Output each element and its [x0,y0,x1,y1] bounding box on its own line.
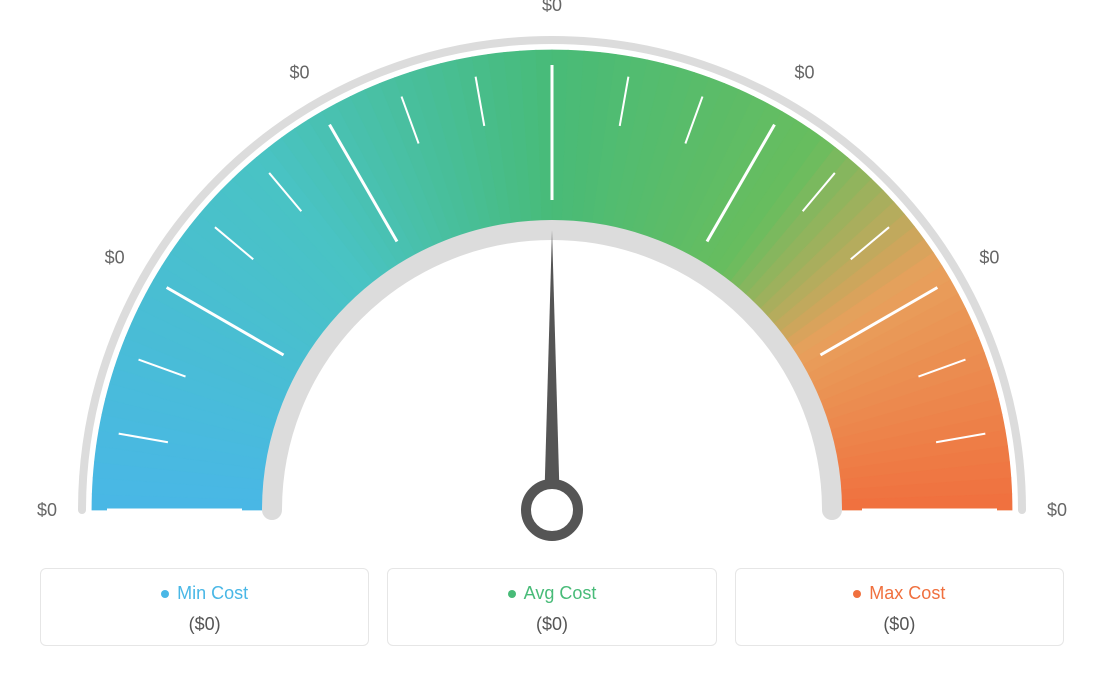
legend-dot-min [161,590,169,598]
svg-text:$0: $0 [979,248,999,268]
legend-top-min: Min Cost [41,583,368,604]
legend-card-avg: Avg Cost ($0) [387,568,716,646]
legend-value-avg: ($0) [388,614,715,635]
legend-card-max: Max Cost ($0) [735,568,1064,646]
legend-value-min: ($0) [41,614,368,635]
legend-top-max: Max Cost [736,583,1063,604]
legend-label-max: Max Cost [869,583,945,604]
legend-dot-max [853,590,861,598]
legend-label-min: Min Cost [177,583,248,604]
svg-text:$0: $0 [1047,500,1067,520]
gauge-chart: $0 $0 $0 $0 $0 $0 $0 [0,0,1104,560]
gauge-svg: $0 $0 $0 $0 $0 $0 $0 [0,0,1104,560]
svg-text:$0: $0 [542,0,562,15]
legend-top-avg: Avg Cost [388,583,715,604]
legend-row: Min Cost ($0) Avg Cost ($0) Max Cost ($0… [0,568,1104,646]
svg-text:$0: $0 [289,63,309,83]
svg-text:$0: $0 [37,500,57,520]
svg-text:$0: $0 [105,248,125,268]
legend-value-max: ($0) [736,614,1063,635]
legend-card-min: Min Cost ($0) [40,568,369,646]
legend-dot-avg [508,590,516,598]
svg-text:$0: $0 [794,63,814,83]
legend-label-avg: Avg Cost [524,583,597,604]
